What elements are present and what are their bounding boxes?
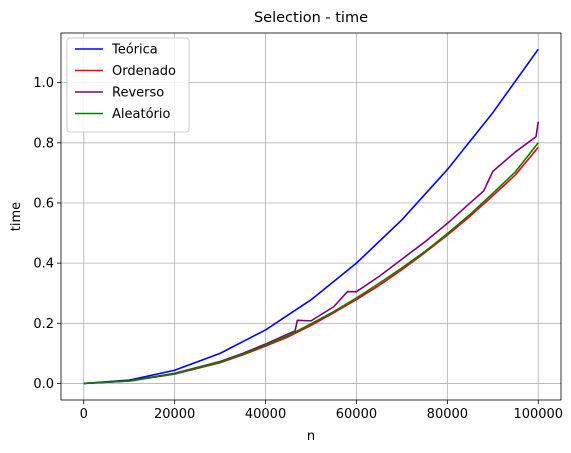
legend: Teórica Ordenado Reverso Aleatório — [66, 37, 190, 133]
series-line-3 — [83, 142, 539, 385]
y-tick-label: 1.0 — [33, 76, 54, 91]
x-tick-label: 60000 — [336, 407, 377, 422]
y-tick-label: 0.2 — [33, 317, 54, 332]
legend-label: Teórica — [111, 43, 158, 58]
y-tick-label: 0.0 — [33, 377, 54, 392]
series-line-0 — [83, 48, 539, 385]
y-tick-label: 0.8 — [33, 136, 54, 151]
series-line-1 — [83, 146, 539, 385]
ticks: 0 20000 40000 60000 80000 100000 0.0 0.2 0.4 0.6 0… — [33, 76, 563, 422]
plot-frame — [60, 32, 562, 401]
x-tick-label: 0 — [80, 407, 88, 422]
chart-title: Selection - time — [254, 10, 368, 26]
y-axis-label: time — [9, 202, 24, 231]
x-tick-label: 80000 — [427, 407, 468, 422]
x-tick-label: 100000 — [513, 407, 563, 422]
legend-label: Ordenado — [112, 64, 176, 79]
legend-box — [66, 37, 190, 133]
legend-label: Reverso — [112, 86, 164, 101]
series-group — [83, 48, 540, 385]
series-line-2 — [83, 121, 540, 385]
x-axis-label: n — [307, 429, 315, 444]
x-tick-label: 40000 — [245, 407, 286, 422]
x-tick-label: 20000 — [154, 407, 195, 422]
legend-label: Aleatório — [112, 107, 170, 122]
y-tick-label: 0.4 — [33, 257, 54, 272]
y-tick-label: 0.6 — [33, 196, 54, 211]
